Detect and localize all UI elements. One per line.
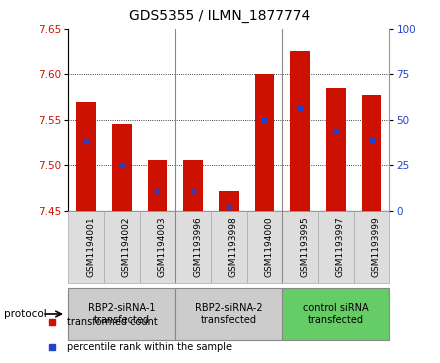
Bar bbox=[255, 73, 274, 211]
FancyBboxPatch shape bbox=[139, 211, 175, 283]
Text: GSM1193997: GSM1193997 bbox=[336, 216, 345, 277]
FancyBboxPatch shape bbox=[247, 211, 282, 283]
Text: GSM1194000: GSM1194000 bbox=[264, 216, 274, 277]
Text: RBP2-siRNA-1
transfected: RBP2-siRNA-1 transfected bbox=[88, 303, 155, 325]
FancyBboxPatch shape bbox=[175, 288, 282, 340]
FancyBboxPatch shape bbox=[175, 211, 211, 283]
FancyBboxPatch shape bbox=[354, 211, 389, 283]
Text: percentile rank within the sample: percentile rank within the sample bbox=[67, 342, 232, 352]
Bar bbox=[76, 102, 96, 211]
Text: GSM1193999: GSM1193999 bbox=[371, 216, 381, 277]
Text: GSM1194001: GSM1194001 bbox=[86, 216, 95, 277]
Bar bbox=[219, 191, 238, 211]
Text: GSM1193995: GSM1193995 bbox=[300, 216, 309, 277]
Bar bbox=[147, 160, 167, 211]
Text: GSM1193998: GSM1193998 bbox=[229, 216, 238, 277]
FancyBboxPatch shape bbox=[282, 211, 318, 283]
Text: control siRNA
transfected: control siRNA transfected bbox=[303, 303, 369, 325]
Text: protocol: protocol bbox=[4, 309, 47, 319]
Text: GSM1194002: GSM1194002 bbox=[122, 217, 131, 277]
FancyBboxPatch shape bbox=[282, 288, 389, 340]
Bar bbox=[112, 124, 132, 211]
Text: GDS5355 / ILMN_1877774: GDS5355 / ILMN_1877774 bbox=[129, 9, 311, 23]
Bar bbox=[362, 95, 381, 211]
Bar bbox=[326, 88, 346, 211]
FancyBboxPatch shape bbox=[318, 211, 354, 283]
FancyBboxPatch shape bbox=[211, 211, 247, 283]
FancyBboxPatch shape bbox=[104, 211, 139, 283]
Bar bbox=[183, 160, 203, 211]
FancyBboxPatch shape bbox=[68, 288, 175, 340]
Text: GSM1193996: GSM1193996 bbox=[193, 216, 202, 277]
Text: GSM1194003: GSM1194003 bbox=[158, 216, 166, 277]
Bar bbox=[290, 51, 310, 211]
Text: transformed count: transformed count bbox=[67, 317, 158, 327]
Text: RBP2-siRNA-2
transfected: RBP2-siRNA-2 transfected bbox=[195, 303, 263, 325]
FancyBboxPatch shape bbox=[68, 211, 104, 283]
